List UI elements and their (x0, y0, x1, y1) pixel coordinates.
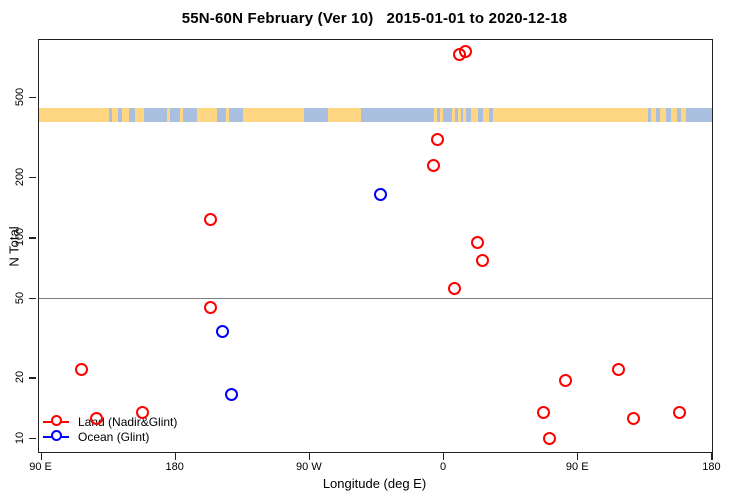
y-tick-mark (29, 297, 36, 299)
land-data-point (427, 158, 441, 172)
y-tick-mark (29, 437, 36, 440)
legend-circle-icon (51, 415, 62, 426)
y-tick-mark (29, 237, 36, 239)
y-axis-label: N Total (6, 226, 22, 267)
map-strip-land-segment (327, 107, 361, 122)
plot-area: Land (Nadir&Glint) Ocean (Glint) (38, 39, 713, 453)
x-tick-mark (577, 453, 579, 460)
map-strip-land-segment (39, 107, 109, 122)
y-tick-mark (29, 377, 36, 379)
ocean-data-point (224, 388, 238, 402)
x-tick-mark (174, 453, 176, 460)
ocean-data-point (374, 188, 388, 202)
x-tick-label: 90 E (29, 461, 52, 473)
y-tick-label: 500 (14, 87, 26, 107)
map-strip-land-segment (122, 107, 130, 122)
map-strip-land-segment (166, 107, 170, 122)
x-tick-mark (308, 453, 311, 460)
chart-title: 55N-60N February (Ver 10) 2015-01-01 to … (181, 10, 568, 27)
y-tick-mark (29, 176, 36, 179)
land-data-point (203, 300, 217, 314)
land-data-point (611, 363, 625, 377)
map-strip-land-segment (135, 107, 145, 122)
map-strip-land-segment (482, 107, 489, 122)
map-strip-land-segment (451, 107, 456, 122)
map-strip-land-segment (226, 107, 230, 122)
x-tick-mark (711, 453, 713, 460)
map-strip-land-segment (242, 107, 304, 122)
x-tick-label: 180 (165, 461, 184, 473)
legend: Land (Nadir&Glint) Ocean (Glint) (43, 414, 177, 444)
legend-item: Land (Nadir&Glint) (43, 414, 177, 429)
map-strip-land-segment (111, 107, 118, 122)
x-tick-label: 180 (702, 461, 721, 473)
land-data-point (447, 281, 461, 295)
legend-item: Ocean (Glint) (43, 429, 177, 444)
land-data-point (536, 405, 550, 419)
land-data-point (672, 405, 686, 419)
x-tick-label: 0 (440, 461, 447, 473)
map-strip-land-segment (493, 107, 649, 122)
x-axis-label: Longitude (deg E) (322, 476, 427, 491)
ocean-data-point (215, 325, 229, 339)
land-data-point (542, 431, 556, 445)
land-data-point (471, 235, 485, 249)
land-data-point (135, 405, 149, 419)
map-strip-land-segment (433, 107, 438, 122)
map-strip-land-segment (196, 107, 218, 122)
reference-line-50 (39, 297, 712, 300)
y-tick-label: 20 (14, 371, 26, 384)
y-tick-label: 50 (14, 291, 26, 304)
map-strip-land-segment (670, 107, 677, 122)
map-strip-land-segment (180, 107, 184, 122)
y-tick-label: 200 (14, 167, 26, 187)
map-strip-land-segment (439, 107, 443, 122)
y-tick-label: 10 (14, 431, 26, 444)
land-data-point (627, 412, 641, 426)
land-data-point (459, 44, 473, 58)
map-strip-land-segment (681, 107, 686, 122)
land-data-point (431, 132, 445, 146)
land-data-point (74, 363, 88, 377)
legend-circle-icon (51, 430, 62, 441)
x-tick-mark (443, 453, 445, 460)
map-strip-land-segment (470, 107, 479, 122)
x-tick-label: 90 E (565, 461, 589, 473)
land-data-point (204, 213, 218, 227)
y-tick-mark (29, 97, 36, 99)
map-strip-land-segment (660, 107, 667, 122)
legend-marker-icon (43, 430, 69, 441)
map-strip-land-segment (651, 107, 656, 122)
map-strip-land-segment (463, 107, 467, 122)
legend-label: Ocean (Glint) (78, 429, 150, 444)
land-data-point (559, 373, 573, 387)
map-strip-land-segment (458, 107, 462, 122)
x-tick-label: 90 W (296, 461, 322, 473)
land-data-point (475, 254, 489, 268)
land-data-point (90, 412, 104, 426)
x-tick-mark (40, 453, 42, 460)
legend-marker-icon (43, 415, 69, 426)
